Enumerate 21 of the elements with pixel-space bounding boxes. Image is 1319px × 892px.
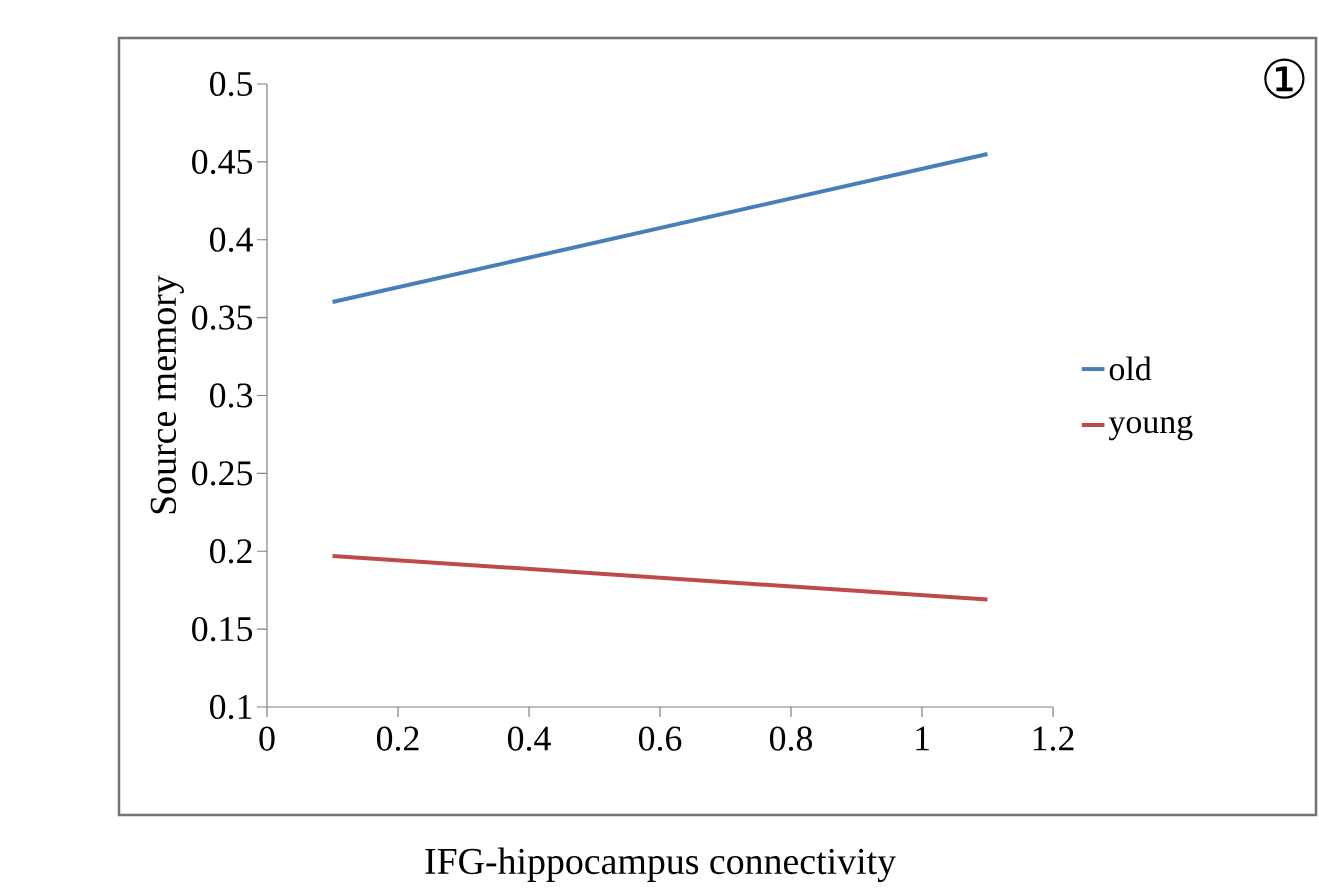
y-axis-title: Source memory xyxy=(150,275,184,514)
x-tick-label: 0.4 xyxy=(507,726,551,751)
x-tick-label: 1 xyxy=(916,726,929,751)
legend-label: old xyxy=(1109,356,1152,381)
y-tick-label: 0.25 xyxy=(192,461,253,486)
x-tick-label: 0.2 xyxy=(376,726,419,751)
y-tick-label: 0.15 xyxy=(192,616,253,642)
x-tick-label: 0.8 xyxy=(769,726,813,751)
text: ① xyxy=(1264,58,1305,99)
y-tick-label: 0.35 xyxy=(192,305,253,330)
y-tick-label: 0.3 xyxy=(210,383,253,408)
legend-label: young xyxy=(1108,415,1193,441)
x-tick-label: 1.2 xyxy=(1033,726,1074,751)
x-axis-title: IFG-hippocampus connectivity xyxy=(425,847,896,883)
y-tick-label: 0.5 xyxy=(210,71,253,97)
y-tick-label: 0.4 xyxy=(210,227,253,252)
x-tick-label: 0.6 xyxy=(638,726,682,751)
y-tick-label: 0.45 xyxy=(192,149,253,175)
y-tick-label: 0.1 xyxy=(210,694,252,720)
y-tick-label: 0.2 xyxy=(210,539,252,564)
x-tick-label: 0 xyxy=(259,726,275,751)
